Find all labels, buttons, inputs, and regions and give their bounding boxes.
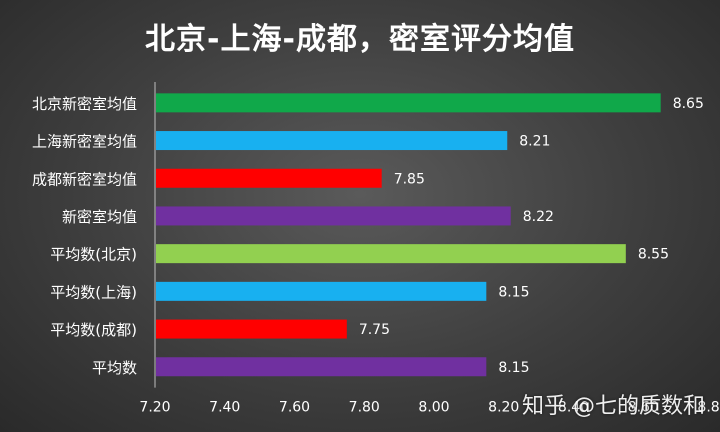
bar — [156, 131, 508, 151]
data-label: 7.75 — [359, 322, 390, 338]
data-label: 7.85 — [394, 171, 425, 187]
bar — [156, 168, 382, 188]
bar — [156, 357, 487, 377]
x-tick-label: 8.40 — [558, 400, 589, 416]
data-label: 8.15 — [498, 284, 529, 300]
x-tick-label: 7.20 — [139, 400, 170, 416]
category-label: 平均数(上海) — [50, 283, 137, 301]
x-tick-label: 7.80 — [349, 400, 380, 416]
data-label: 8.21 — [519, 134, 550, 150]
data-label: 8.55 — [638, 247, 669, 263]
bar — [156, 319, 347, 339]
x-tick-label: 7.60 — [279, 400, 310, 416]
category-label: 平均数(北京) — [50, 246, 137, 264]
bar — [156, 93, 661, 113]
category-label: 成都新密室均值 — [32, 170, 137, 188]
bar — [156, 244, 626, 264]
category-label: 北京新密室均值 — [32, 95, 137, 113]
data-label: 8.15 — [498, 360, 529, 376]
chart-title: 北京-上海-成都，密室评分均值 — [145, 22, 575, 57]
bar — [156, 206, 511, 226]
data-label: 8.65 — [673, 96, 704, 112]
x-tick-label: 7.40 — [209, 400, 240, 416]
data-label: 8.22 — [523, 209, 554, 225]
x-tick-label: 8.80 — [697, 400, 720, 416]
x-tick-label: 8.20 — [488, 400, 519, 416]
category-label: 平均数(成都) — [50, 321, 137, 339]
category-label: 新密室均值 — [62, 208, 137, 226]
x-tick-label: 8.00 — [418, 400, 449, 416]
category-label: 上海新密室均值 — [32, 133, 137, 151]
watermark: 知乎 @七的质数和 — [522, 394, 705, 419]
bar — [156, 281, 487, 301]
x-tick-label: 8.60 — [628, 400, 659, 416]
category-label: 平均数 — [92, 359, 137, 377]
